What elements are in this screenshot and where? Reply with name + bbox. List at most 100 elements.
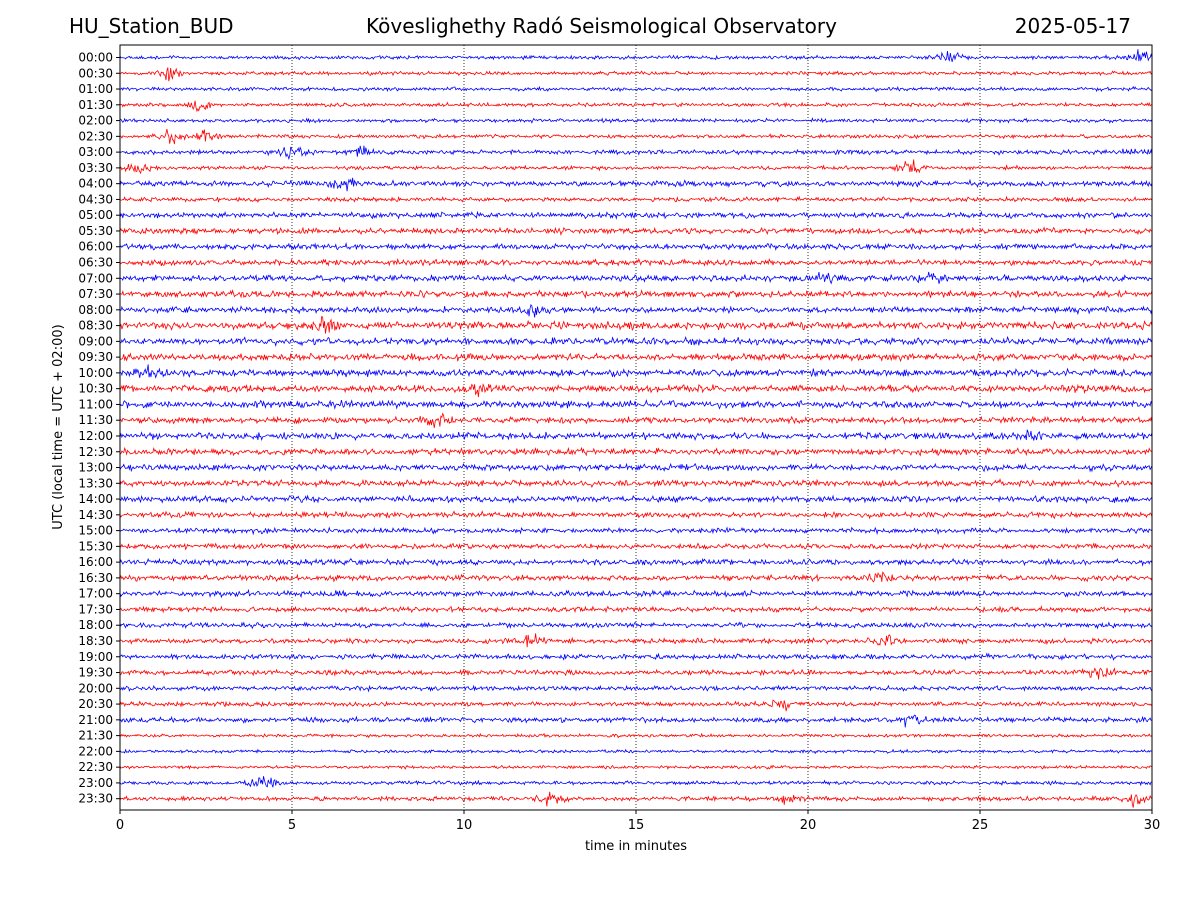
y-tick-label: 03:00	[78, 145, 113, 159]
trace-row	[119, 315, 1153, 334]
y-tick-label: 17:00	[78, 587, 113, 601]
trace-row	[119, 289, 1153, 299]
y-tick-label: 20:30	[78, 697, 113, 711]
trace-row	[119, 364, 1153, 379]
y-axis-label: UTC (local time = UTC + 02:00)	[51, 324, 66, 529]
trace-row	[119, 588, 1153, 599]
trace-row	[119, 145, 1153, 161]
y-tick-label: 13:00	[78, 461, 113, 475]
y-tick-label: 21:00	[78, 713, 113, 727]
trace-row	[119, 303, 1153, 318]
y-tick-label: 10:30	[78, 382, 113, 396]
y-tick-label: 21:30	[78, 729, 113, 743]
trace-row	[119, 335, 1153, 348]
trace-row	[119, 667, 1153, 680]
trace-row	[119, 177, 1153, 192]
y-tick-label: 15:30	[78, 539, 113, 553]
x-tick-label: 5	[288, 818, 296, 833]
y-tick-label: 17:30	[78, 602, 113, 616]
y-tick-label: 08:00	[78, 303, 113, 317]
y-tick-label: 00:00	[78, 51, 113, 65]
y-tick-label: 13:30	[78, 476, 113, 490]
y-tick-label: 09:00	[78, 334, 113, 348]
x-tick-label: 20	[800, 818, 817, 833]
trace-row	[119, 257, 1153, 267]
y-tick-label: 04:30	[78, 192, 113, 206]
x-tick-label: 10	[456, 818, 473, 833]
y-tick-label: 14:00	[78, 492, 113, 506]
y-tick-label: 18:30	[78, 634, 113, 648]
y-tick-label: 07:30	[78, 287, 113, 301]
trace-row	[119, 684, 1153, 693]
trace-row	[119, 621, 1153, 630]
trace-row	[119, 557, 1153, 567]
trace-row	[119, 195, 1153, 203]
trace-row	[119, 494, 1153, 504]
trace-row	[119, 748, 1153, 755]
x-tick-label: 15	[628, 818, 645, 833]
observatory-title: Köveslighethy Radó Seismological Observa…	[366, 14, 837, 38]
trace-row	[119, 732, 1153, 739]
x-tick-label: 0	[116, 818, 124, 833]
trace-row	[119, 714, 1153, 728]
trace-row	[119, 510, 1153, 520]
y-tick-label: 23:00	[78, 776, 113, 790]
y-tick-label: 10:00	[78, 366, 113, 380]
grid-lines	[291, 45, 981, 810]
trace-row	[119, 791, 1153, 808]
y-tick-label: 23:30	[78, 792, 113, 806]
trace-row	[119, 526, 1153, 536]
y-tick-label: 16:00	[78, 555, 113, 569]
trace-row	[119, 604, 1153, 614]
y-tick-label: 22:30	[78, 760, 113, 774]
trace-row	[119, 271, 1153, 285]
trace-row	[119, 764, 1153, 770]
y-tick-label: 11:30	[78, 413, 113, 427]
station-title: HU_Station_BUD	[69, 14, 234, 38]
trace-row	[119, 226, 1153, 236]
y-tick-label: 05:00	[78, 208, 113, 222]
x-axis-label: time in minutes	[585, 839, 687, 854]
y-tick-label: 20:00	[78, 681, 113, 695]
trace-row	[119, 446, 1153, 457]
y-tick-label: 08:30	[78, 319, 113, 333]
trace-row	[119, 117, 1153, 124]
y-tick-label: 01:00	[78, 82, 113, 96]
trace-row	[119, 352, 1153, 363]
trace-row	[119, 399, 1153, 410]
y-tick-label: 03:30	[78, 161, 113, 175]
y-tick-label: 00:30	[78, 66, 113, 80]
y-tick-label: 06:30	[78, 256, 113, 270]
x-tick-label: 25	[972, 818, 989, 833]
trace-row	[119, 67, 1153, 82]
trace-row	[119, 478, 1153, 489]
trace-row	[119, 49, 1153, 62]
x-tick-label: 30	[1144, 818, 1161, 833]
y-tick-label: 09:30	[78, 350, 113, 364]
y-tick-label: 19:30	[78, 666, 113, 680]
y-tick-label: 05:30	[78, 224, 113, 238]
y-tick-label: 07:00	[78, 271, 113, 285]
trace-row	[119, 100, 1153, 113]
y-tick-label: 02:30	[78, 129, 113, 143]
trace-row	[119, 429, 1153, 442]
y-tick-label: 04:00	[78, 177, 113, 191]
trace-row	[119, 542, 1153, 551]
trace-row	[119, 633, 1153, 648]
trace-row	[119, 699, 1153, 712]
y-tick-label: 14:30	[78, 508, 113, 522]
trace-row	[119, 652, 1153, 662]
y-tick-label: 12:30	[78, 445, 113, 459]
trace-row	[119, 85, 1153, 93]
y-tick-label: 12:00	[78, 429, 113, 443]
y-tick-label: 01:30	[78, 98, 113, 112]
y-tick-label: 06:00	[78, 240, 113, 254]
trace-row	[119, 128, 1153, 145]
y-tick-label: 02:00	[78, 114, 113, 128]
y-tick-label: 11:00	[78, 397, 113, 411]
y-tick-label: 16:30	[78, 571, 113, 585]
trace-row	[119, 776, 1153, 788]
y-tick-label: 15:00	[78, 524, 113, 538]
